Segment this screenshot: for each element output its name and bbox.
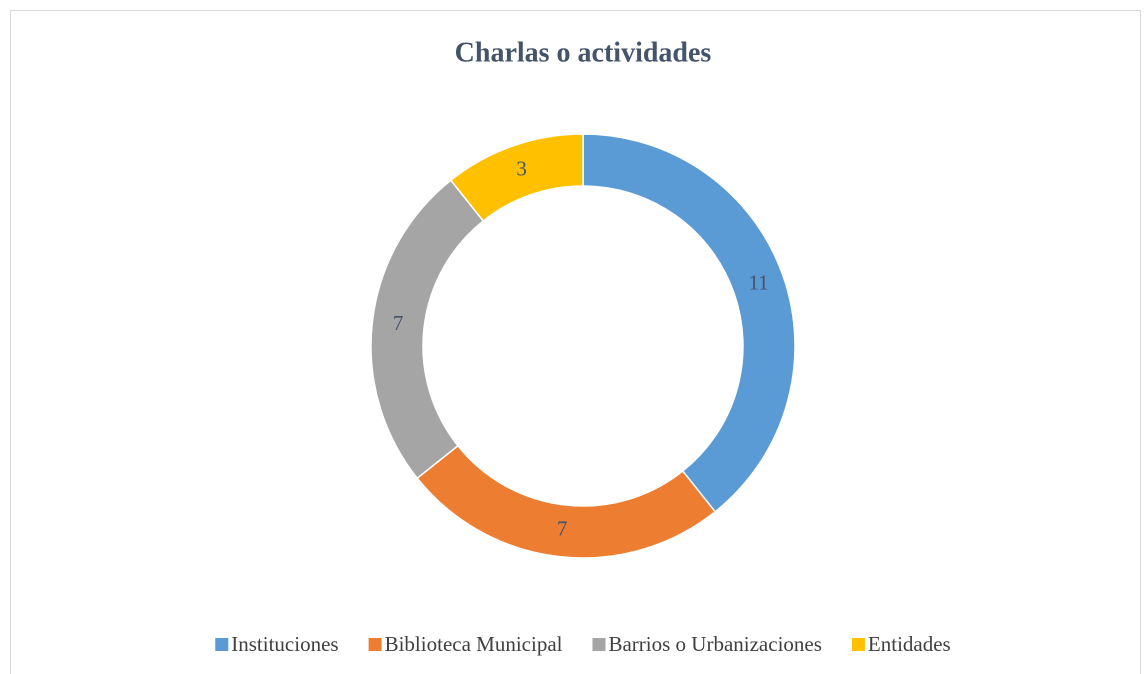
legend-swatch (215, 638, 229, 651)
legend-swatch (592, 638, 606, 651)
data-label: 11 (748, 270, 768, 294)
data-label: 7 (557, 517, 568, 541)
legend-label: Entidades (868, 632, 951, 656)
legend-label: Biblioteca Municipal (385, 632, 563, 656)
data-label: 7 (393, 311, 404, 335)
legend-label: Barrios o Urbanizaciones (608, 632, 821, 656)
legend-swatch (368, 638, 382, 651)
chart-frame (10, 10, 1141, 674)
legend-swatch (851, 638, 865, 651)
donut-segment (449, 133, 584, 222)
data-label: 3 (516, 156, 527, 180)
chart-title: Charlas o actividades (455, 37, 712, 68)
donut-segment (582, 133, 796, 513)
legend-label: Instituciones (231, 632, 338, 656)
